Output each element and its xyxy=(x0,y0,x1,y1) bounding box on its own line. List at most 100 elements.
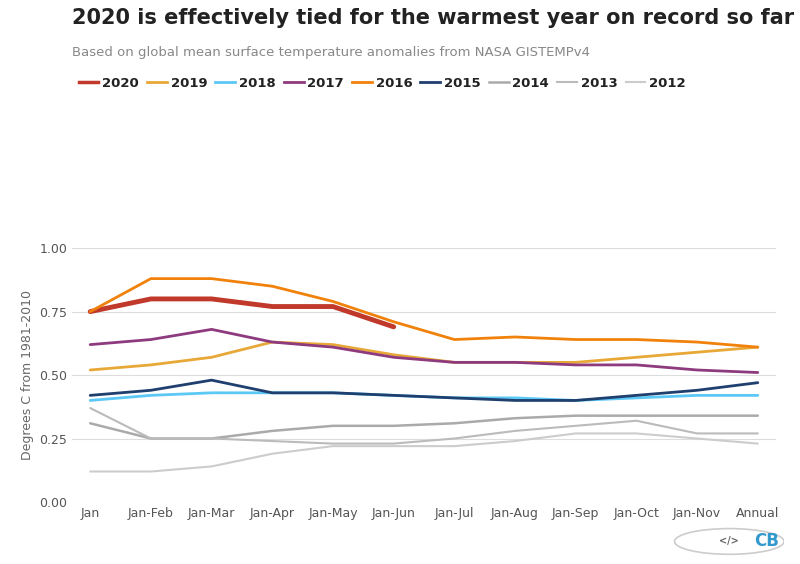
Line: 2018: 2018 xyxy=(90,393,758,400)
2014 xyxy=(571,412,581,419)
2017 xyxy=(692,367,702,373)
2018 xyxy=(510,395,520,402)
2012 xyxy=(146,468,156,475)
2017 xyxy=(328,343,338,350)
2016 xyxy=(510,333,520,340)
2019 xyxy=(267,338,277,345)
2013 xyxy=(632,417,642,424)
2019 xyxy=(389,351,398,358)
2015 xyxy=(450,395,459,402)
Y-axis label: Degrees C from 1981-2010: Degrees C from 1981-2010 xyxy=(21,290,34,460)
2016 xyxy=(632,336,642,343)
2013 xyxy=(571,422,581,429)
Legend: 2020, 2019, 2018, 2017, 2016, 2015, 2014, 2013, 2012: 2020, 2019, 2018, 2017, 2016, 2015, 2014… xyxy=(78,77,686,90)
2015 xyxy=(206,377,216,384)
2014 xyxy=(267,428,277,434)
2019 xyxy=(86,367,95,373)
2013 xyxy=(328,440,338,447)
2017 xyxy=(86,341,95,348)
2019 xyxy=(632,354,642,361)
2018 xyxy=(692,392,702,399)
2013 xyxy=(450,435,459,442)
Text: Based on global mean surface temperature anomalies from NASA GISTEMPv4: Based on global mean surface temperature… xyxy=(72,46,590,59)
2014 xyxy=(86,420,95,426)
2020 xyxy=(389,324,398,331)
2016 xyxy=(389,318,398,325)
2019 xyxy=(692,349,702,356)
2020 xyxy=(267,303,277,310)
2020 xyxy=(206,296,216,302)
2015 xyxy=(753,379,762,386)
2015 xyxy=(328,389,338,396)
2015 xyxy=(632,392,642,399)
2016 xyxy=(206,275,216,282)
2016 xyxy=(146,275,156,282)
2013 xyxy=(267,438,277,444)
2014 xyxy=(450,420,459,426)
2015 xyxy=(86,392,95,399)
2018 xyxy=(450,395,459,402)
2012 xyxy=(86,468,95,475)
2014 xyxy=(632,412,642,419)
Text: </>: </> xyxy=(719,536,739,547)
2019 xyxy=(328,341,338,348)
2016 xyxy=(450,336,459,343)
2018 xyxy=(571,397,581,404)
2013 xyxy=(206,435,216,442)
2014 xyxy=(146,435,156,442)
Line: 2012: 2012 xyxy=(90,433,758,472)
2012 xyxy=(571,430,581,437)
2019 xyxy=(571,359,581,365)
2016 xyxy=(328,298,338,305)
2012 xyxy=(267,450,277,457)
2015 xyxy=(267,389,277,396)
Line: 2019: 2019 xyxy=(90,342,758,370)
2018 xyxy=(753,392,762,399)
2015 xyxy=(692,387,702,394)
2020 xyxy=(86,308,95,315)
Line: 2013: 2013 xyxy=(90,408,758,443)
2017 xyxy=(267,338,277,345)
2017 xyxy=(450,359,459,365)
2020 xyxy=(328,303,338,310)
2018 xyxy=(632,395,642,402)
2013 xyxy=(86,405,95,412)
2016 xyxy=(753,343,762,350)
2012 xyxy=(753,440,762,447)
2019 xyxy=(450,359,459,365)
2016 xyxy=(571,336,581,343)
Line: 2016: 2016 xyxy=(90,279,758,347)
2012 xyxy=(632,430,642,437)
2013 xyxy=(510,428,520,434)
2012 xyxy=(328,443,338,450)
2017 xyxy=(510,359,520,365)
2014 xyxy=(328,422,338,429)
2018 xyxy=(267,389,277,396)
2015 xyxy=(389,392,398,399)
2019 xyxy=(146,362,156,368)
2017 xyxy=(146,336,156,343)
Line: 2014: 2014 xyxy=(90,416,758,439)
2018 xyxy=(328,389,338,396)
2012 xyxy=(389,443,398,450)
Line: 2015: 2015 xyxy=(90,380,758,400)
2013 xyxy=(389,440,398,447)
2018 xyxy=(86,397,95,404)
2017 xyxy=(389,354,398,361)
2013 xyxy=(146,435,156,442)
2014 xyxy=(510,415,520,422)
2018 xyxy=(389,392,398,399)
2019 xyxy=(206,354,216,361)
2016 xyxy=(86,308,95,315)
Line: 2020: 2020 xyxy=(90,299,394,327)
2014 xyxy=(206,435,216,442)
Text: 2020 is effectively tied for the warmest year on record so far: 2020 is effectively tied for the warmest… xyxy=(72,8,794,28)
2013 xyxy=(753,430,762,437)
2017 xyxy=(632,362,642,368)
2012 xyxy=(450,443,459,450)
2017 xyxy=(753,369,762,376)
2014 xyxy=(753,412,762,419)
2013 xyxy=(692,430,702,437)
2015 xyxy=(510,397,520,404)
2018 xyxy=(206,389,216,396)
